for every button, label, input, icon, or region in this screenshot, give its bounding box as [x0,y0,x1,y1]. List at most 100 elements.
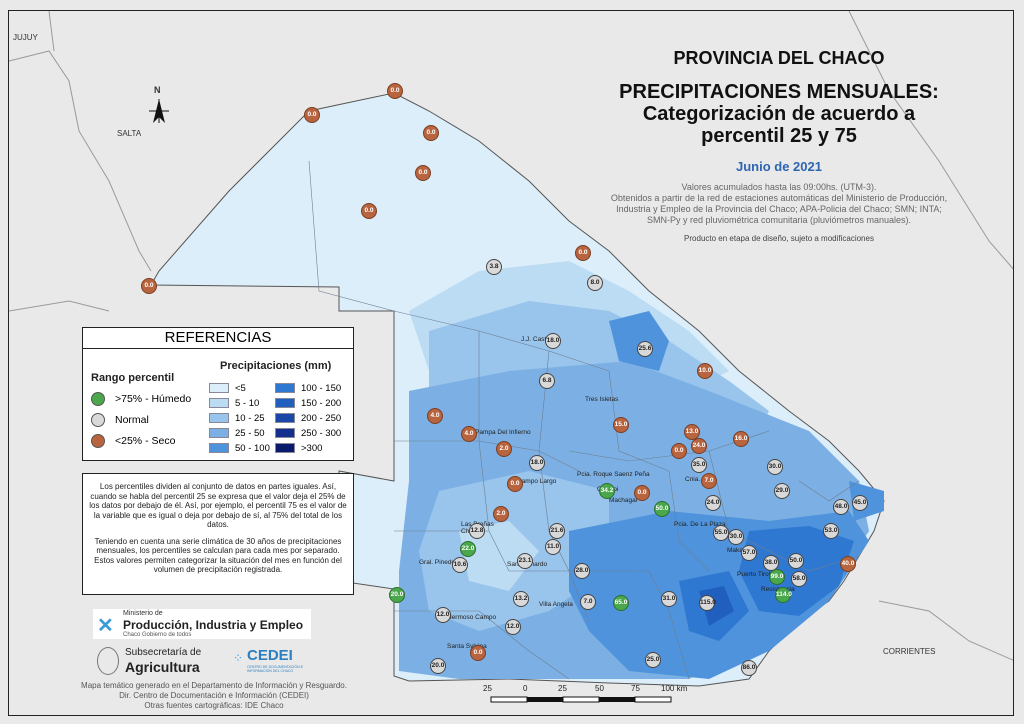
station-marker: 10.6 [452,557,468,573]
title-note1: Valores acumulados hasta las 09:00hs. (U… [681,182,877,192]
station-marker: 0.0 [415,165,431,181]
station-marker: 16.0 [733,431,749,447]
cedei-icon: ⁘ [233,651,244,665]
scale-label: 25 [483,684,492,693]
title-block: PROVINCIA DEL CHACO PRECIPITACIONES MENS… [609,47,949,243]
label-corrientes: CORRIENTES [883,647,936,656]
station-marker: 34.2 [599,483,615,499]
scale-label: 0 [523,684,528,693]
station-marker: 40.0 [840,556,856,572]
station-marker: 12.0 [435,607,451,623]
legend-precip-label: >300 [301,442,323,454]
place-label: Makallé [727,547,750,554]
scale-label: 50 [595,684,604,693]
title-line4: percentil 25 y 75 [701,125,857,147]
legend-percentile-head: Rango percentil [91,372,175,384]
station-marker: 45.0 [852,495,868,511]
label-jujuy: JUJUY [13,33,38,42]
legend-percentile-label: >75% - Húmedo [115,393,192,405]
legend-swatch [209,413,229,423]
ministry-big: Producción, Industria y Empleo [123,618,304,632]
station-marker: 0.0 [634,485,650,501]
legend-swatch [275,443,295,453]
station-marker: 15.0 [613,417,629,433]
label-salta: SALTA [117,129,142,138]
legend-precip-item: 10 - 25 [209,412,265,424]
shield-icon [97,647,119,675]
credits-line2: Dir. Centro de Documentación e Informaci… [119,691,309,700]
station-marker: 20.0 [430,658,446,674]
station-marker: 35.0 [691,457,707,473]
place-label: Campo Largo [517,478,557,485]
station-marker: 0.0 [423,125,439,141]
ministry-small: Ministerio de [123,610,163,617]
station-marker: 13.2 [513,591,529,607]
map-frame: JUJUY SALTA CORRIENTES N PROVINCIA DEL C… [8,10,1014,716]
ministry-logo: ✕ Ministerio de Producción, Industria y … [93,609,311,639]
station-marker: 0.0 [387,83,403,99]
station-marker: 4.0 [427,408,443,424]
north-arrow-icon [149,99,169,123]
legend-precip-item: 50 - 100 [209,442,270,454]
station-marker: 12.8 [469,523,485,539]
station-marker: 65.0 [613,595,629,611]
legend-precip-label: 25 - 50 [235,427,265,439]
legend-swatch [209,383,229,393]
title-line2: PRECIPITACIONES MENSUALES: [619,81,939,103]
place-label: Gral. Pinedo [419,559,456,566]
station-marker: 3.8 [486,259,502,275]
station-marker: 18.0 [529,455,545,471]
north-label: N [154,85,161,95]
station-marker: 55.0 [713,525,729,541]
legend-precip-item: 250 - 300 [275,427,341,439]
station-marker: 2.0 [493,506,509,522]
title-line3: Categorización de acuerdo a [642,103,916,125]
station-marker: 99.0 [769,569,785,585]
subsec-small: Subsecretaría de [125,647,202,658]
info-box: Los percentiles dividen al conjunto de d… [82,473,354,595]
place-label: J.J. Castelli [521,336,555,343]
legend-precip-label: 250 - 300 [301,427,342,439]
place-label: Pcia. De La Plaza [674,521,726,528]
legend-swatch [209,443,229,453]
station-marker: 58.0 [791,571,807,587]
legend-precip-label: 5 - 10 [235,397,260,409]
legend-precip-item: 150 - 200 [275,397,341,409]
station-marker: 57.0 [741,545,757,561]
legend-swatch [209,398,229,408]
station-marker: 11.0 [545,539,561,555]
scale-label: 100 km [661,684,688,693]
legend-precip-item: 5 - 10 [209,397,259,409]
credits-line1: Mapa temático generado en el Departament… [81,681,347,690]
info-paragraph-2: Teniendo en cuenta una serie climática d… [94,536,342,575]
logos: ✕ Ministerio de Producción, Industria y … [93,607,333,679]
station-marker: 0.0 [671,443,687,459]
station-marker: 7.0 [580,594,596,610]
map-canvas [9,11,1013,703]
scale-label: 75 [631,684,640,693]
place-label: Cnia. Elisa [685,476,716,483]
info-paragraph-1: Los percentiles dividen al conjunto de d… [89,482,347,529]
legend-percentile-item: Normal [91,411,149,429]
station-marker: 50.0 [654,501,670,517]
legend-percentile-item: >75% - Húmedo [91,390,191,408]
place-label: Tres Isletas [585,396,619,403]
station-marker: 2.0 [496,441,512,457]
legend-swatch [275,413,295,423]
cedei-logo: ⁘ CEDEI CENTRO DE DOCUMENTACIÓN E INFORM… [233,647,329,677]
station-marker: 48.0 [833,499,849,515]
place-label: Puerto Tirol [737,571,771,578]
station-marker: 21.6 [549,523,565,539]
legend-percentile-item: <25% - Seco [91,432,175,450]
legend-precip-item: 100 - 150 [275,382,341,394]
subsec-big: Agricultura [125,659,200,675]
legend-precip-label: 50 - 100 [235,442,270,454]
station-marker: 12.0 [505,619,521,635]
station-marker: 28.0 [574,563,590,579]
legend-precip-label: 100 - 150 [301,382,342,394]
station-marker: 0.0 [141,278,157,294]
station-marker: 0.0 [304,107,320,123]
legend-precip-label: 10 - 25 [235,412,265,424]
station-marker: 18.0 [545,333,561,349]
legend-precip-label: 150 - 200 [301,397,342,409]
